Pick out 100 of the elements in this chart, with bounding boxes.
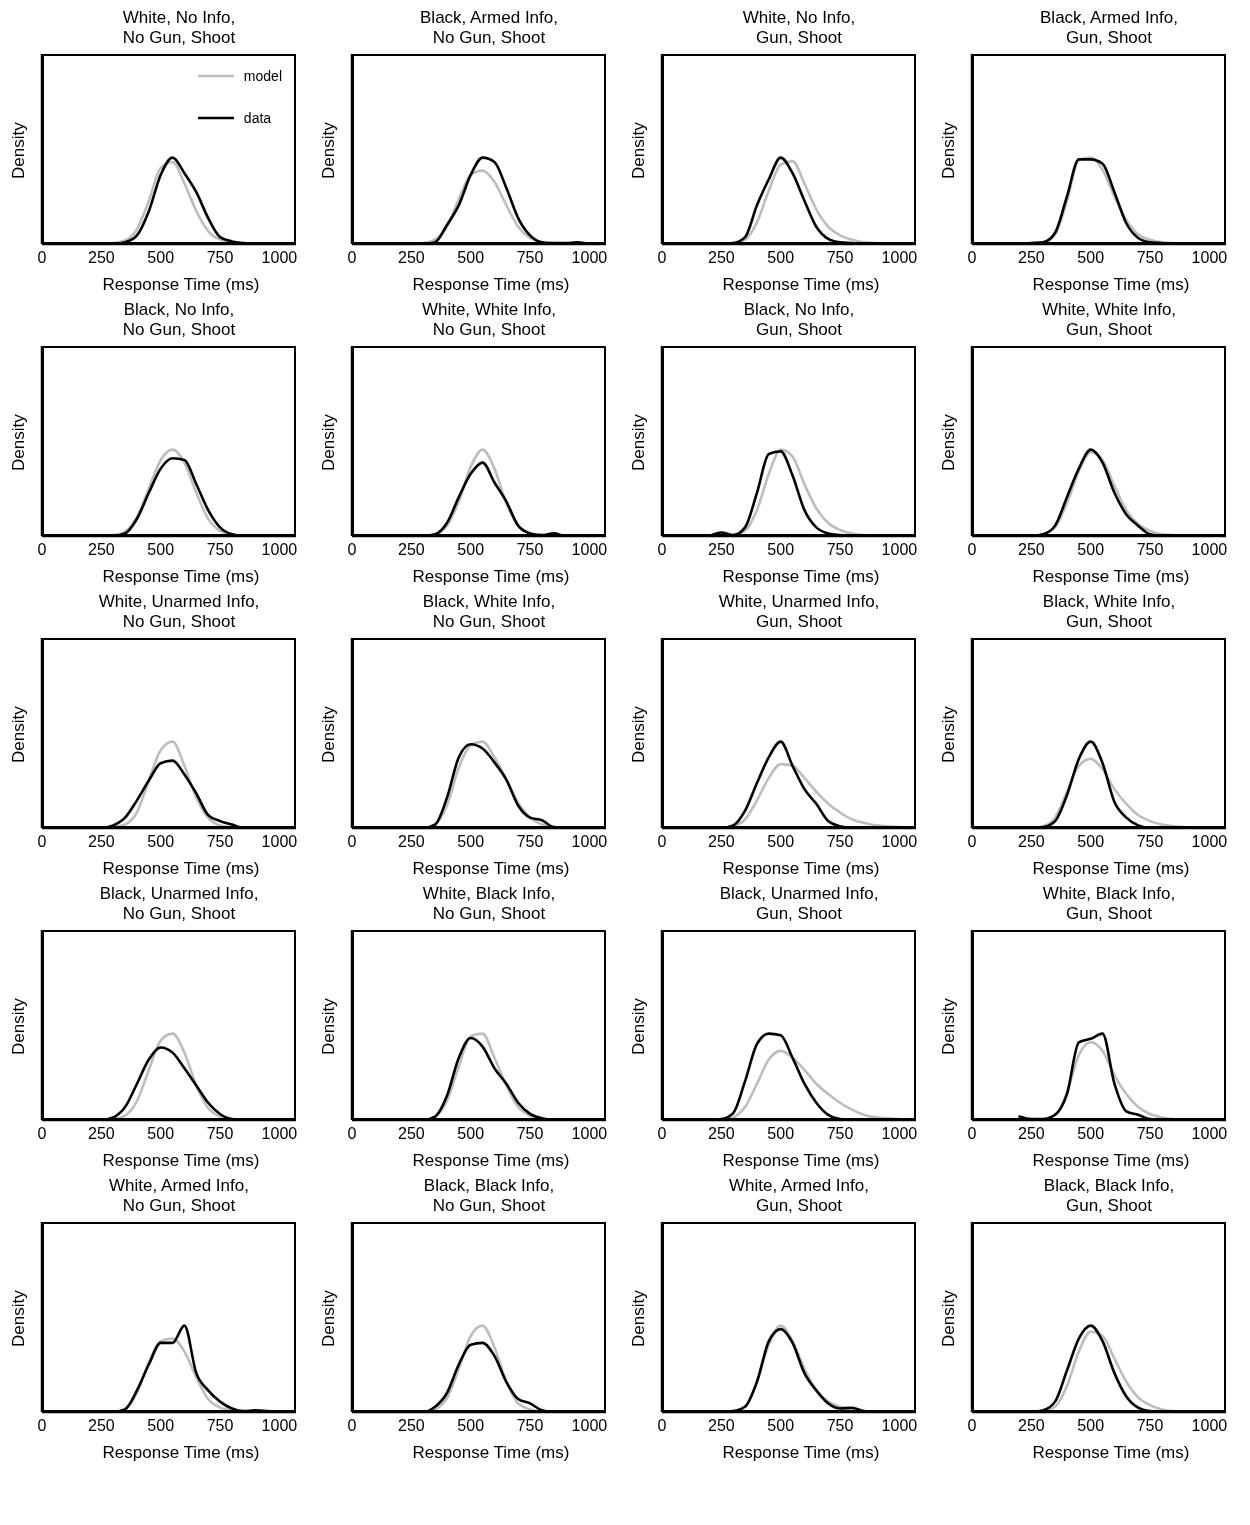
x-tick-label: 1000 bbox=[261, 1417, 298, 1435]
y-axis-title: Density bbox=[939, 413, 959, 471]
x-tick-label: 0 bbox=[37, 1125, 47, 1143]
x-axis-title: Response Time (ms) bbox=[411, 1150, 571, 1172]
x-tick-label: 250 bbox=[397, 1417, 425, 1435]
x-tick-label: 750 bbox=[206, 833, 234, 851]
x-tick-label: 750 bbox=[826, 541, 854, 559]
x-tick-label: 0 bbox=[347, 1417, 357, 1435]
x-axis-title: Response Time (ms) bbox=[411, 1442, 571, 1464]
x-tick-label: 0 bbox=[37, 1417, 47, 1435]
x-tick-label: 500 bbox=[457, 833, 485, 851]
x-tick-label: 250 bbox=[87, 1417, 115, 1435]
x-axis-title: Response Time (ms) bbox=[721, 566, 881, 588]
chart-title: White, White Info, Gun, Shoot bbox=[1040, 300, 1178, 341]
chart-title: White, Unarmed Info, Gun, Shoot bbox=[717, 592, 881, 633]
x-axis-title: Response Time (ms) bbox=[411, 274, 571, 296]
chart-title: White, Armed Info, No Gun, Shoot bbox=[108, 1176, 250, 1217]
x-tick-label: 250 bbox=[1017, 541, 1045, 559]
x-tick-label: 250 bbox=[707, 1125, 735, 1143]
x-tick-label: 500 bbox=[767, 1125, 795, 1143]
x-tick-label: 0 bbox=[657, 1125, 667, 1143]
x-axis-title: Response Time (ms) bbox=[1031, 1442, 1191, 1464]
chart-title: Black, Unarmed Info, Gun, Shoot bbox=[718, 884, 880, 925]
x-tick-label: 1000 bbox=[571, 249, 608, 267]
x-tick-label: 1000 bbox=[571, 1417, 608, 1435]
x-tick-label: 0 bbox=[657, 1417, 667, 1435]
chart-title: White, White Info, No Gun, Shoot bbox=[420, 300, 558, 341]
y-axis-title: Density bbox=[319, 997, 339, 1055]
x-tick-label: 750 bbox=[826, 249, 854, 267]
x-tick-label: 500 bbox=[767, 249, 795, 267]
x-tick-label: 250 bbox=[87, 249, 115, 267]
x-tick-label: 250 bbox=[87, 1125, 115, 1143]
y-axis-title: Density bbox=[9, 997, 29, 1055]
x-tick-label: 250 bbox=[397, 541, 425, 559]
x-tick-label: 0 bbox=[657, 833, 667, 851]
x-tick-label: 1000 bbox=[881, 541, 918, 559]
chart-title: Black, Black Info, Gun, Shoot bbox=[1042, 1176, 1176, 1217]
chart-title: Black, White Info, No Gun, Shoot bbox=[421, 592, 557, 633]
x-tick-label: 750 bbox=[1136, 541, 1164, 559]
x-tick-label: 1000 bbox=[571, 1125, 608, 1143]
x-axis-title: Response Time (ms) bbox=[721, 1442, 881, 1464]
x-tick-label: 500 bbox=[767, 833, 795, 851]
x-tick-label: 0 bbox=[967, 541, 977, 559]
chart-title: White, Black Info, Gun, Shoot bbox=[1041, 884, 1177, 925]
x-tick-label: 0 bbox=[347, 833, 357, 851]
x-tick-label: 750 bbox=[1136, 1417, 1164, 1435]
y-axis-title: Density bbox=[319, 413, 339, 471]
x-tick-label: 250 bbox=[707, 541, 735, 559]
x-axis-title: Response Time (ms) bbox=[101, 566, 261, 588]
y-axis-title: Density bbox=[939, 121, 959, 179]
y-axis-title: Density bbox=[939, 1289, 959, 1347]
x-tick-label: 500 bbox=[457, 541, 485, 559]
x-tick-label: 750 bbox=[516, 249, 544, 267]
chart-title: Black, Black Info, No Gun, Shoot bbox=[422, 1176, 556, 1217]
x-tick-label: 500 bbox=[147, 1417, 175, 1435]
x-tick-label: 500 bbox=[147, 541, 175, 559]
x-tick-label: 500 bbox=[1077, 249, 1105, 267]
x-tick-label: 1000 bbox=[881, 833, 918, 851]
x-tick-label: 500 bbox=[767, 541, 795, 559]
y-axis-title: Density bbox=[319, 121, 339, 179]
y-axis-title: Density bbox=[629, 1289, 649, 1347]
x-tick-label: 250 bbox=[707, 249, 735, 267]
x-tick-label: 0 bbox=[37, 249, 47, 267]
x-tick-label: 1000 bbox=[1191, 1125, 1228, 1143]
chart-title: White, Black Info, No Gun, Shoot bbox=[421, 884, 557, 925]
x-tick-label: 500 bbox=[767, 1417, 795, 1435]
x-axis-title: Response Time (ms) bbox=[411, 566, 571, 588]
x-tick-label: 500 bbox=[147, 1125, 175, 1143]
x-tick-label: 250 bbox=[87, 833, 115, 851]
y-axis-title: Density bbox=[939, 997, 959, 1055]
x-tick-label: 0 bbox=[657, 249, 667, 267]
chart-title: Black, No Info, Gun, Shoot bbox=[742, 300, 856, 341]
x-tick-label: 750 bbox=[826, 1417, 854, 1435]
x-axis-title: Response Time (ms) bbox=[1031, 1150, 1191, 1172]
x-tick-label: 750 bbox=[516, 1417, 544, 1435]
x-tick-label: 500 bbox=[1077, 541, 1105, 559]
x-axis-title: Response Time (ms) bbox=[101, 274, 261, 296]
chart-title: Black, Armed Info, No Gun, Shoot bbox=[419, 8, 559, 49]
x-tick-label: 1000 bbox=[1191, 1417, 1228, 1435]
x-tick-label: 0 bbox=[967, 1125, 977, 1143]
x-tick-label: 1000 bbox=[881, 249, 918, 267]
x-tick-label: 750 bbox=[1136, 1125, 1164, 1143]
x-axis-title: Response Time (ms) bbox=[101, 1442, 261, 1464]
y-axis-title: Density bbox=[9, 1289, 29, 1347]
x-tick-label: 250 bbox=[87, 541, 115, 559]
x-tick-label: 750 bbox=[826, 1125, 854, 1143]
x-tick-label: 750 bbox=[516, 1125, 544, 1143]
x-tick-label: 500 bbox=[1077, 1125, 1105, 1143]
x-axis-title: Response Time (ms) bbox=[1031, 274, 1191, 296]
x-tick-label: 0 bbox=[347, 249, 357, 267]
x-tick-label: 750 bbox=[1136, 249, 1164, 267]
y-axis-title: Density bbox=[629, 997, 649, 1055]
y-axis-title: Density bbox=[629, 121, 649, 179]
x-tick-label: 0 bbox=[657, 541, 667, 559]
x-tick-label: 1000 bbox=[881, 1417, 918, 1435]
y-axis-title: Density bbox=[319, 705, 339, 763]
x-tick-label: 500 bbox=[1077, 1417, 1105, 1435]
x-tick-label: 250 bbox=[397, 1125, 425, 1143]
x-tick-label: 1000 bbox=[1191, 249, 1228, 267]
x-tick-label: 750 bbox=[206, 1417, 234, 1435]
